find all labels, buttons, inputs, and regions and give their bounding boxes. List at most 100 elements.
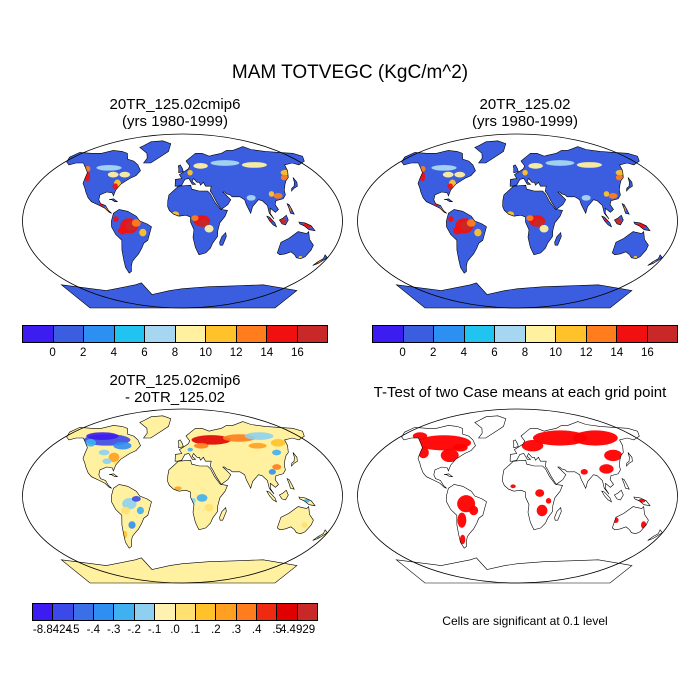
map-field-patch: [522, 169, 528, 176]
colorbar-tick-label: .4: [251, 624, 262, 636]
map-field-patch: [545, 160, 575, 166]
map-field-patch: [102, 458, 112, 465]
ttest-significance-note: Cells are significant at 0.1 level: [442, 614, 608, 628]
coastline-north-america: [401, 425, 476, 489]
map-field-patch: [576, 162, 602, 168]
coastline-cuba: [444, 198, 454, 202]
map-field-patch: [246, 194, 256, 201]
map-field-patch: [112, 183, 118, 190]
coastline-madagascar: [219, 231, 227, 246]
coastline-eurasia: [174, 146, 305, 220]
map-significant-cells: [457, 512, 467, 528]
coastline-new-guinea: [298, 221, 316, 232]
map-field-patch: [196, 494, 208, 502]
coastline-philippines: [621, 202, 630, 215]
colorbar-tick-label: 12: [229, 347, 243, 359]
map-field-patch: [191, 215, 199, 221]
coastline-uk: [177, 439, 184, 449]
colorbar-tick-label: .3: [231, 624, 242, 636]
colorbar-swatch: [267, 326, 298, 342]
map-field-patch: [268, 468, 276, 475]
map-significant-cells: [469, 505, 479, 516]
coastline-new-zealand: [647, 529, 663, 541]
colorbar-swatch: [434, 326, 465, 342]
map-field-patch: [136, 506, 145, 515]
coastline-africa: [167, 459, 228, 531]
coastline-south-america: [111, 484, 152, 549]
map-field-patch: [526, 215, 534, 221]
colorbar-swatch: [525, 326, 556, 342]
panel-1-title: 20TR_125.02cmip6 (yrs 1980-1999): [20, 96, 330, 130]
colorbar-tick-label: 14: [610, 347, 624, 359]
colorbar-swatch: [134, 604, 156, 620]
map-field-patch: [615, 174, 624, 181]
panel-1-title-line1: 20TR_125.02cmip6: [109, 96, 241, 113]
map-field-patch: [270, 439, 286, 447]
colorbar-tick-label: 6: [141, 347, 148, 359]
colorbar-swatch: [495, 326, 526, 342]
map-field-patch: [85, 439, 97, 447]
panel-2-title-line1: 20TR_125.02: [479, 96, 571, 113]
map-border: [357, 133, 678, 309]
coastline-africa: [502, 459, 563, 531]
coastline-australia: [276, 505, 314, 535]
map-field-patch: [131, 496, 141, 502]
colorbar-tick-label: 14: [260, 347, 274, 359]
colorbar-swatch: [23, 326, 54, 342]
colorbar-swatch: [73, 604, 95, 620]
map-field-patch: [210, 160, 240, 166]
colorbar-swatch: [94, 604, 115, 620]
colorbar-panel-2: [372, 325, 678, 343]
map-field-patch: [539, 224, 549, 233]
colorbar-tick-label: 0: [49, 347, 56, 359]
colorbar-tick-label: 8: [171, 347, 179, 359]
coastline-cuba: [109, 473, 119, 477]
map-field-patch: [187, 169, 193, 176]
map-border: [357, 408, 678, 584]
colorbar-swatch: [114, 326, 145, 342]
map-field-patch: [139, 228, 147, 237]
colorbar-tick-label: -.2: [127, 624, 141, 636]
colorbar-tick-label: -.1: [147, 624, 162, 636]
coastline-greenland: [474, 140, 507, 164]
map-panel-3: [22, 408, 343, 584]
map-field-patch: [268, 191, 275, 197]
map-field-patch: [448, 216, 454, 222]
colorbar-swatch: [175, 326, 206, 342]
colorbar-swatch: [586, 326, 617, 342]
coastline-new-guinea: [633, 221, 651, 232]
colorbar-swatch: [647, 326, 677, 342]
map-field-patch: [533, 219, 545, 227]
colorbar-swatch: [373, 326, 404, 342]
colorbar-swatch: [297, 326, 327, 342]
coastline-uk: [512, 439, 519, 449]
map-field-patch: [244, 432, 274, 440]
map-significant-cells: [580, 468, 588, 475]
panel-2-title: 20TR_125.02 (yrs 1980-1999): [370, 96, 680, 130]
coastline-eurasia: [174, 421, 305, 495]
map-significant-cells: [532, 430, 587, 446]
map-field-patch: [466, 219, 476, 227]
coastline-new-guinea: [298, 496, 316, 507]
map-field-patch: [608, 193, 618, 199]
panel-3-title: 20TR_125.02cmip6 - 20TR_125.02: [20, 372, 330, 406]
map-significant-cells: [604, 449, 623, 462]
coastline-uk: [177, 164, 184, 174]
colorbar-tick-label: 2: [79, 347, 87, 359]
map-significant-cells: [521, 440, 544, 452]
panel-2-title-line2: (yrs 1980-1999): [472, 113, 578, 130]
map-field-patch: [442, 171, 454, 178]
coastline-north-america: [66, 425, 141, 489]
colorbar-tick-label: 0: [399, 347, 406, 359]
colorbar-swatch: [236, 604, 257, 620]
map-field-patch: [113, 441, 132, 450]
colorbar-swatch: [145, 326, 176, 342]
coastline-south-america: [111, 209, 152, 274]
coastline-japan: [626, 177, 633, 192]
map-field-patch: [194, 442, 209, 449]
coastline-new-guinea: [633, 496, 651, 507]
colorbar-tick-label: -.5: [66, 624, 80, 636]
map-field-patch: [272, 464, 282, 470]
colorbar-tick-label: .5: [272, 624, 282, 636]
colorbar-swatch: [33, 604, 54, 620]
